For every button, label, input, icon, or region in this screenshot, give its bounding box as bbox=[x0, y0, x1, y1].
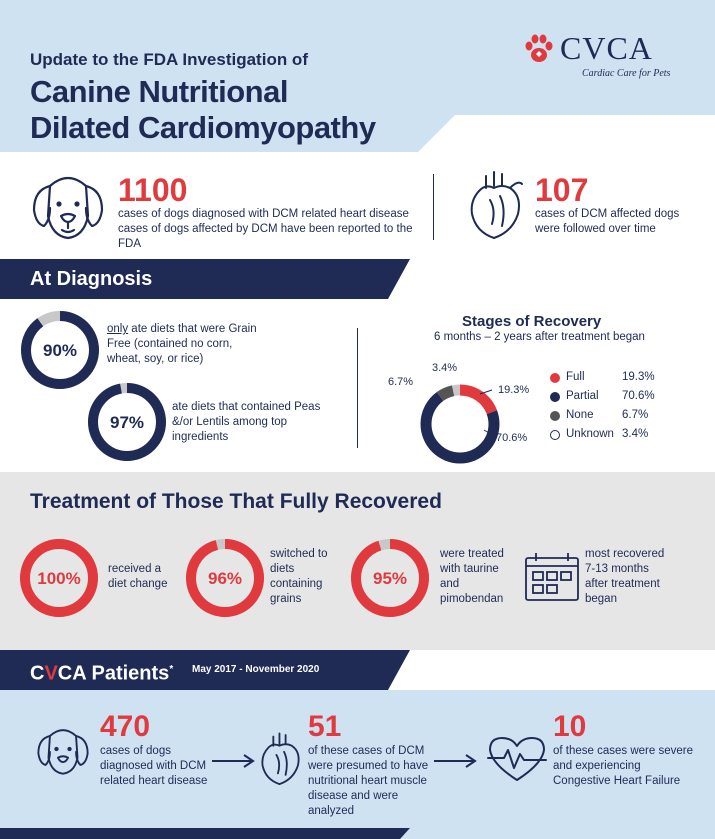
ring-arc bbox=[21, 311, 99, 389]
recovery-subtitle: 6 months – 2 years after treatment began bbox=[434, 331, 645, 343]
legend-value: 3.4% bbox=[622, 428, 649, 440]
stat-number-cases-followed: 107 bbox=[535, 172, 589, 208]
arrow-right-icon bbox=[434, 754, 477, 768]
legend-dot bbox=[550, 392, 560, 402]
callout-partial: 70.6% bbox=[496, 432, 527, 444]
patients-text-severe: of these cases were severe and experienc… bbox=[553, 745, 693, 787]
ring-label: 96% bbox=[208, 569, 242, 588]
callout-line bbox=[483, 429, 495, 437]
legend-dot bbox=[550, 430, 560, 440]
patients-text-diagnosed: cases of dogs diagnosed with DCM related… bbox=[100, 745, 208, 787]
treatment-section: Treatment of Those That Fully Recovered … bbox=[0, 472, 715, 650]
divider bbox=[433, 174, 434, 240]
callout-full: 19.3% bbox=[498, 384, 529, 396]
grains-text: switched to diets containing grains bbox=[270, 548, 328, 605]
donut-slice-unknown bbox=[420, 384, 500, 464]
stat-text-cases-followed: cases of DCM affected dogs were followed… bbox=[535, 208, 680, 235]
calendar-icon bbox=[525, 553, 579, 601]
paw-icon bbox=[525, 34, 553, 62]
ring-arc bbox=[351, 539, 429, 617]
diet-change-text: received a diet change bbox=[108, 563, 168, 590]
date-range: May 2017 - November 2020 bbox=[192, 664, 320, 675]
logo-tagline: Cardiac Care for Pets bbox=[582, 68, 671, 79]
banner-c: C bbox=[30, 662, 45, 685]
patients-number-analyzed: 51 bbox=[308, 710, 342, 743]
legend-value: 70.6% bbox=[622, 390, 655, 402]
only-emphasis: only bbox=[107, 323, 129, 335]
legend-label: Full bbox=[566, 371, 585, 383]
taurine-text: were treated with taurine and pimobendan bbox=[440, 548, 504, 605]
recovery-donut: 3.4% 6.7% 19.3% 70.6% bbox=[388, 362, 529, 464]
ring-grains: 96% bbox=[186, 539, 264, 617]
banner-cvca-patients: CVCA Patients* bbox=[0, 650, 410, 690]
banner-asterisk: * bbox=[169, 664, 174, 675]
header: Update to the FDA Investigation of Canin… bbox=[0, 0, 715, 152]
ring-grain-free: 90% bbox=[21, 311, 99, 389]
ring-taurine: 95% bbox=[351, 539, 429, 617]
heartbeat-icon bbox=[487, 737, 547, 781]
callout-none: 6.7% bbox=[388, 376, 413, 388]
patients-number-diagnosed: 470 bbox=[100, 710, 151, 743]
ring-label: 90% bbox=[43, 341, 77, 360]
legend-label: None bbox=[566, 409, 594, 421]
divider bbox=[357, 328, 358, 448]
donut-slice-partial bbox=[420, 384, 500, 464]
legend-dot bbox=[550, 411, 560, 421]
stat-number-cases-reported: 1100 bbox=[118, 172, 188, 208]
calendar-text: most recovered 7-13 months after treatme… bbox=[585, 548, 665, 605]
grain-free-text: only ate diets that were Grain Free (con… bbox=[107, 322, 257, 367]
heart-icon bbox=[261, 732, 300, 785]
legend-value: 6.7% bbox=[622, 409, 649, 421]
header-title-line1: Canine Nutritional bbox=[30, 74, 288, 109]
callout-unknown: 3.4% bbox=[432, 362, 457, 374]
callout-line bbox=[479, 389, 493, 395]
treatment-title: Treatment of Those That Fully Recovered bbox=[30, 490, 442, 513]
patients-section: 470 cases of dogs diagnosed with DCM rel… bbox=[0, 690, 715, 825]
dog-icon bbox=[32, 176, 104, 240]
ring-arc bbox=[186, 539, 264, 617]
bottom-bar bbox=[0, 828, 410, 839]
legend-value: 19.3% bbox=[622, 371, 655, 383]
diagnosis-section: 90% only ate diets that were Grain Free … bbox=[0, 300, 715, 472]
banner-v: V bbox=[44, 662, 58, 685]
top-stats: 1100 cases of dogs diagnosed with DCM re… bbox=[0, 152, 715, 252]
peas-lentils-text: ate diets that contained Peas &/or Lenti… bbox=[172, 401, 321, 443]
arrow-right-icon bbox=[212, 754, 255, 768]
stat-text-cases-reported: cases of dogs diagnosed with DCM related… bbox=[118, 208, 413, 250]
legend-label: Unknown bbox=[566, 428, 614, 440]
ring-arc bbox=[88, 383, 166, 461]
header-title-line2: Dilated Cardiomyopathy bbox=[30, 110, 376, 145]
header-wedge bbox=[415, 115, 715, 152]
ring-diet-change: 100% bbox=[20, 539, 98, 617]
banner-at-diagnosis: At Diagnosis bbox=[0, 259, 410, 299]
legend-dot bbox=[550, 373, 560, 383]
heart-icon bbox=[470, 171, 523, 239]
ring-label: 100% bbox=[37, 569, 80, 588]
cvca-logo: CVCA Cardiac Care for Pets bbox=[520, 30, 690, 90]
grain-free-description: ate diets that were Grain Free (containe… bbox=[107, 323, 257, 365]
patients-text-analyzed: of these cases of DCM were presumed to h… bbox=[308, 745, 429, 817]
ring-label: 97% bbox=[110, 413, 144, 432]
patients-number-severe: 10 bbox=[553, 710, 587, 743]
banner-rest: CA Patients bbox=[57, 662, 170, 685]
recovery-title: Stages of Recovery bbox=[462, 313, 602, 330]
ring-arc bbox=[20, 539, 98, 617]
dog-icon bbox=[37, 729, 89, 775]
legend-label: Partial bbox=[566, 390, 599, 402]
ring-label: 95% bbox=[373, 569, 407, 588]
header-subtitle: Update to the FDA Investigation of bbox=[30, 50, 308, 69]
ring-peas-lentils: 97% bbox=[88, 383, 166, 461]
logo-text: CVCA bbox=[560, 30, 653, 66]
